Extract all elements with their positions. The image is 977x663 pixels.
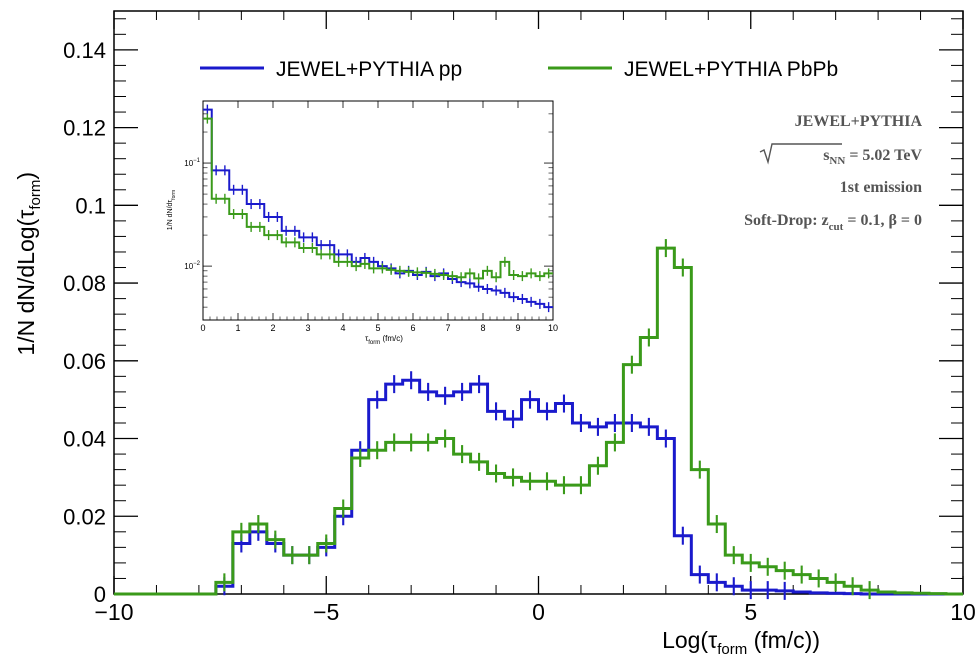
main-y-ticks: 0 0.02 0.04 0.06 0.08 0.1 0.12 0.14 (63, 18, 963, 607)
x-tick-label: −5 (313, 599, 339, 625)
legend-label-pp: JEWEL+PYTHIA pp (276, 58, 462, 81)
main-x-ticks: −10 −5 0 5 10 (94, 11, 976, 625)
inset-x-tick-label: 5 (375, 323, 380, 333)
inset-y-axis-title: 1/N dN/dτform (167, 190, 177, 230)
y-tick-label: 0.04 (63, 427, 106, 452)
y-tick-label: 0 (94, 582, 106, 607)
inset-y-tick-label: 10−1 (184, 158, 200, 168)
legend-label-pbpb: JEWEL+PYTHIA PbPb (624, 58, 838, 81)
series-line-pbpb (203, 117, 553, 280)
x-axis-title: Log(τform (fm/c)) (662, 627, 820, 658)
inset-plot-frame (202, 100, 554, 321)
annotation-softdrop: Soft-Drop: zcut = 0.1, β = 0 (744, 212, 922, 233)
annotation-generator: JEWEL+PYTHIA (795, 113, 923, 130)
x-tick-label: 0 (532, 599, 545, 625)
x-tick-label: 5 (744, 599, 757, 625)
inset-y-tick-label: 10−2 (184, 261, 200, 271)
inset-x-tick-label: 10 (548, 323, 558, 333)
inset-x-tick-label: 4 (340, 323, 345, 333)
inset-x-tick-label: 0 (200, 323, 205, 333)
y-axis-title: 1/N dN/dLog(τform) (13, 172, 44, 356)
y-tick-label: 0.08 (63, 271, 106, 296)
y-tick-label: 0.12 (63, 116, 106, 141)
y-tick-label: 0.1 (75, 193, 106, 218)
inset-x-tick-label: 2 (270, 323, 275, 333)
inset-x-tick-label: 9 (515, 323, 520, 333)
x-tick-label: −10 (94, 599, 133, 625)
sqrt-sign (759, 143, 842, 165)
inset-x-tick-label: 1 (235, 323, 240, 333)
legend: JEWEL+PYTHIA pp JEWEL+PYTHIA PbPb (200, 58, 838, 81)
annotation-emission: 1st emission (840, 179, 922, 196)
inset-x-tick-label: 6 (410, 323, 415, 333)
inset-x-tick-label: 3 (305, 323, 310, 333)
inset-x-axis-title: τform (fm/c) (365, 334, 403, 346)
y-tick-label: 0.14 (63, 38, 106, 63)
annotation-block: JEWEL+PYTHIA sNN = 5.02 TeV 1st emission… (744, 113, 922, 233)
main-series (114, 239, 963, 600)
inset-x-ticks: 0 1 2 3 4 5 6 7 8 9 10 (200, 101, 558, 333)
inset-chart: 0 1 2 3 4 5 6 7 8 9 10 10−1 10−2 τform (fm/c) 1/N d… (167, 100, 558, 346)
y-tick-label: 0.06 (63, 349, 106, 374)
annotation-energy: sNN = 5.02 TeV (823, 147, 922, 167)
x-tick-label: 10 (950, 599, 976, 625)
inset-x-tick-label: 8 (480, 323, 485, 333)
inset-series (203, 104, 553, 313)
series-line-pp (114, 378, 963, 596)
y-tick-label: 0.02 (63, 504, 106, 529)
inset-x-tick-label: 7 (445, 323, 450, 333)
